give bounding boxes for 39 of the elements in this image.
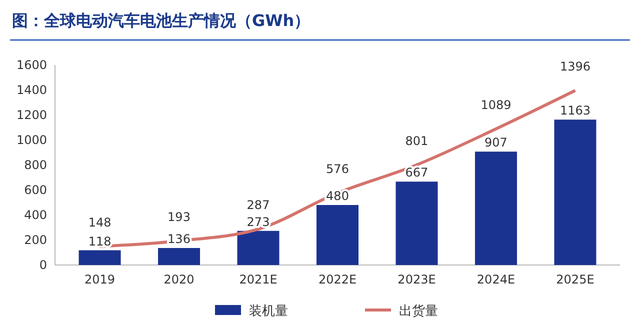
x-tick-label: 2024E bbox=[476, 272, 516, 287]
x-tick-label: 2019 bbox=[84, 272, 116, 287]
y-tick-label: 800 bbox=[24, 158, 47, 172]
legend-label: 出货量 bbox=[399, 304, 438, 319]
y-tick-label: 1000 bbox=[16, 132, 47, 147]
bar bbox=[474, 152, 517, 265]
y-tick-label: 1600 bbox=[16, 58, 47, 72]
data-label: 907 bbox=[484, 136, 508, 150]
data-label: 1396 bbox=[560, 60, 590, 74]
data-label: 667 bbox=[405, 166, 428, 180]
x-tick-label: 2025E bbox=[556, 272, 594, 287]
y-tick-label: 200 bbox=[24, 232, 47, 247]
y-tick-label: 400 bbox=[24, 208, 47, 222]
bar bbox=[237, 230, 280, 265]
data-label: 801 bbox=[405, 134, 428, 148]
bar bbox=[396, 182, 438, 265]
legend-label: 装机量 bbox=[249, 304, 288, 319]
bar bbox=[78, 250, 121, 265]
data-label: 118 bbox=[88, 234, 112, 248]
x-tick-label: 2020 bbox=[164, 272, 194, 287]
bar bbox=[554, 120, 596, 265]
chart-title: 图：全球电动汽车电池生产情况（GWh） bbox=[12, 11, 310, 30]
data-label: 136 bbox=[168, 232, 190, 246]
x-tick-label: 2022E bbox=[318, 272, 357, 287]
y-tick-label: 1200 bbox=[16, 108, 47, 122]
data-label: 1163 bbox=[560, 104, 590, 118]
bar bbox=[316, 205, 358, 265]
data-label: 273 bbox=[246, 214, 270, 229]
data-label: 1089 bbox=[480, 98, 512, 112]
bar bbox=[158, 248, 200, 265]
data-label: 576 bbox=[326, 162, 349, 176]
x-tick-label: 2023E bbox=[398, 272, 436, 287]
x-tick-label: 2021E bbox=[239, 272, 278, 287]
data-label: 148 bbox=[88, 216, 112, 230]
data-label: 287 bbox=[246, 198, 270, 212]
y-tick-label: 600 bbox=[24, 182, 47, 197]
y-tick-label: 0 bbox=[39, 258, 47, 272]
data-label: 193 bbox=[168, 210, 190, 224]
y-tick-label: 1400 bbox=[16, 82, 47, 97]
